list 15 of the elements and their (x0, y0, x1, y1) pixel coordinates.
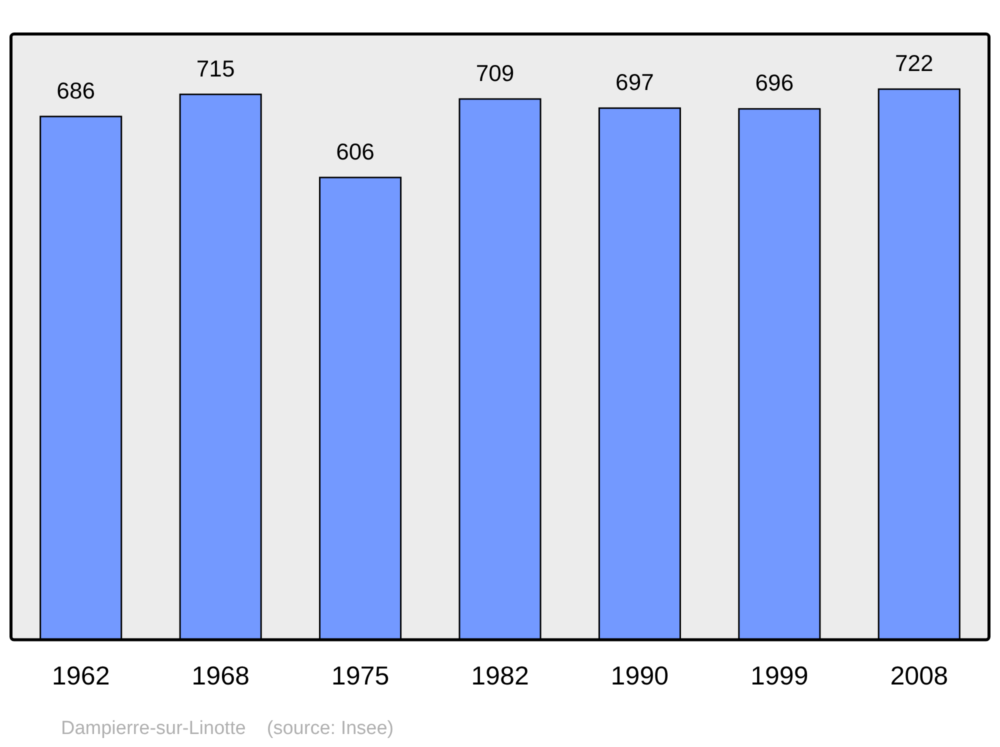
x-tick-label: 1982 (471, 660, 529, 691)
x-tick-label: 1999 (750, 660, 808, 691)
data-label: 606 (336, 138, 374, 164)
text: Dampierre-sur-Linotte (source: Insee) (61, 718, 394, 740)
data-label: 715 (196, 55, 235, 82)
x-tick-label: 1975 (331, 660, 390, 691)
data-label: 709 (476, 60, 514, 86)
data-label: 686 (56, 77, 96, 104)
x-tick-label: 1962 (52, 660, 110, 691)
data-label: 722 (894, 50, 934, 76)
data-label: 696 (755, 70, 794, 96)
x-tick-label: 1990 (610, 660, 669, 691)
x-tick-label: 1968 (192, 660, 250, 691)
x-tick-label: 2008 (890, 660, 948, 691)
data-label: 697 (616, 68, 654, 95)
